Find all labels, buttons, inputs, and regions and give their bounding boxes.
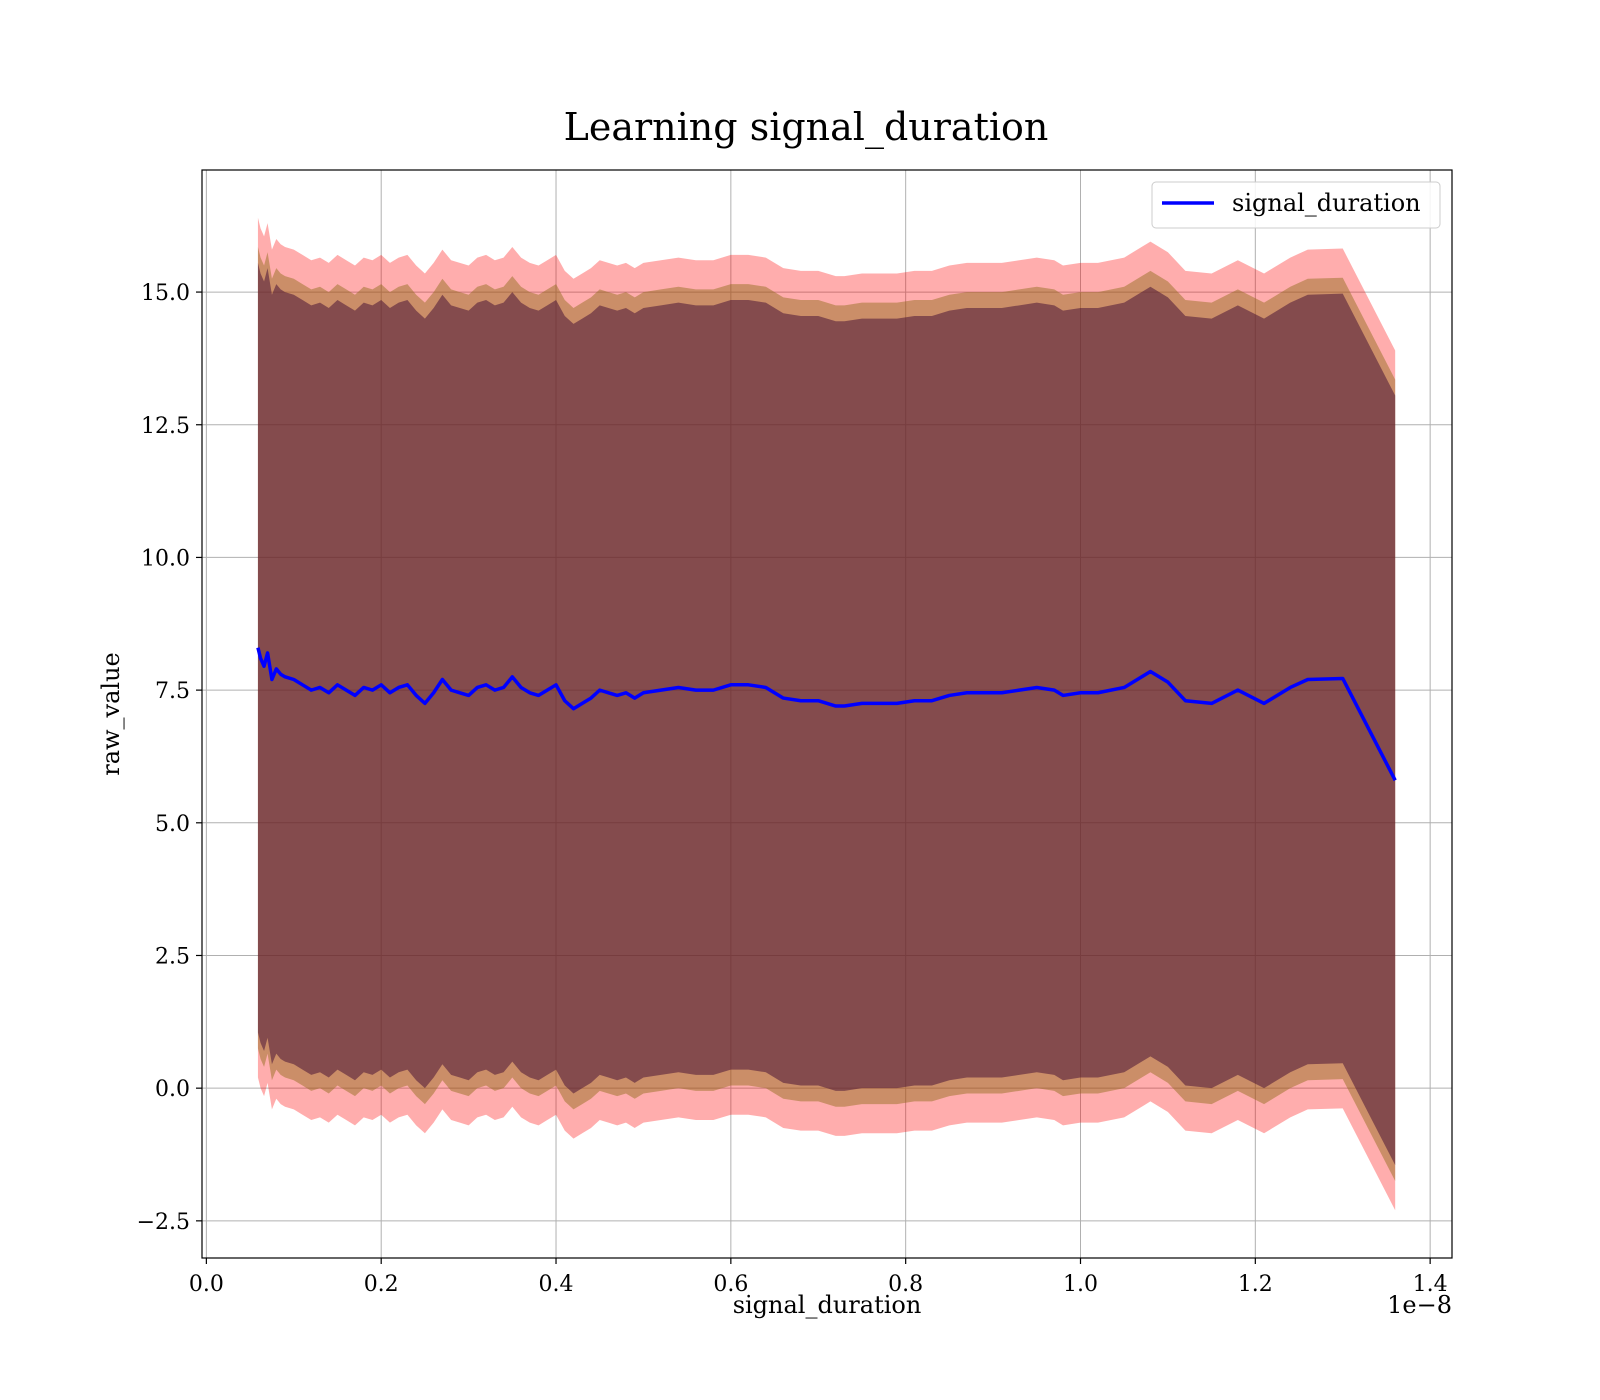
plot-frame <box>201 169 1453 1259</box>
x-axis-ticks: 0.0 0.2 0.4 0.6 0.8 1.0 1.2 1.4 <box>189 1258 1448 1297</box>
y-tick-label: −2.5 <box>137 1210 190 1235</box>
x-tick-label: 1.2 <box>1238 1272 1273 1297</box>
x-tick-label: 1.4 <box>1413 1272 1448 1297</box>
y-tick-label: 15.0 <box>141 281 190 306</box>
confidence-bands <box>257 217 1396 1211</box>
x-tick-label: 0.2 <box>364 1272 399 1297</box>
y-axis-ticks: −2.5 0.0 2.5 5.0 7.5 10.0 12.5 15.0 <box>137 281 202 1235</box>
y-tick-label: 2.5 <box>155 944 190 969</box>
y-tick-label: 5.0 <box>155 812 190 837</box>
y-tick-label: 7.5 <box>155 679 190 704</box>
x-tick-label: 1.0 <box>1063 1272 1098 1297</box>
series-line-0 <box>256 647 1397 782</box>
x-tick-label: 0.8 <box>888 1272 923 1297</box>
x-tick-label: 0.6 <box>713 1272 748 1297</box>
x-axis-label: signal_duration <box>733 1291 922 1319</box>
series-lines <box>256 647 1397 782</box>
y-tick-label: 0.0 <box>155 1077 190 1102</box>
chart-title: Learning signal_duration <box>564 105 1049 150</box>
band-inner <box>257 262 1396 1166</box>
y-axis-label: raw_value <box>97 652 125 776</box>
x-axis-offset-label: 1e−8 <box>1387 1291 1452 1319</box>
legend: signal_duration <box>1151 181 1441 229</box>
y-tick-label: 10.0 <box>141 546 190 571</box>
legend-box <box>1151 181 1441 229</box>
x-tick-label: 0.4 <box>539 1272 574 1297</box>
x-tick-label: 0.0 <box>189 1272 224 1297</box>
y-tick-label: 12.5 <box>141 414 190 439</box>
legend-label: signal_duration <box>1232 189 1421 217</box>
